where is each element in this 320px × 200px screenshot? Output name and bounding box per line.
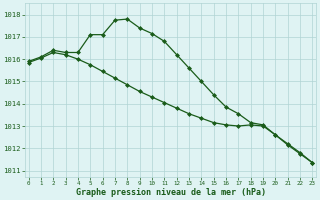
X-axis label: Graphe pression niveau de la mer (hPa): Graphe pression niveau de la mer (hPa) — [76, 188, 266, 197]
